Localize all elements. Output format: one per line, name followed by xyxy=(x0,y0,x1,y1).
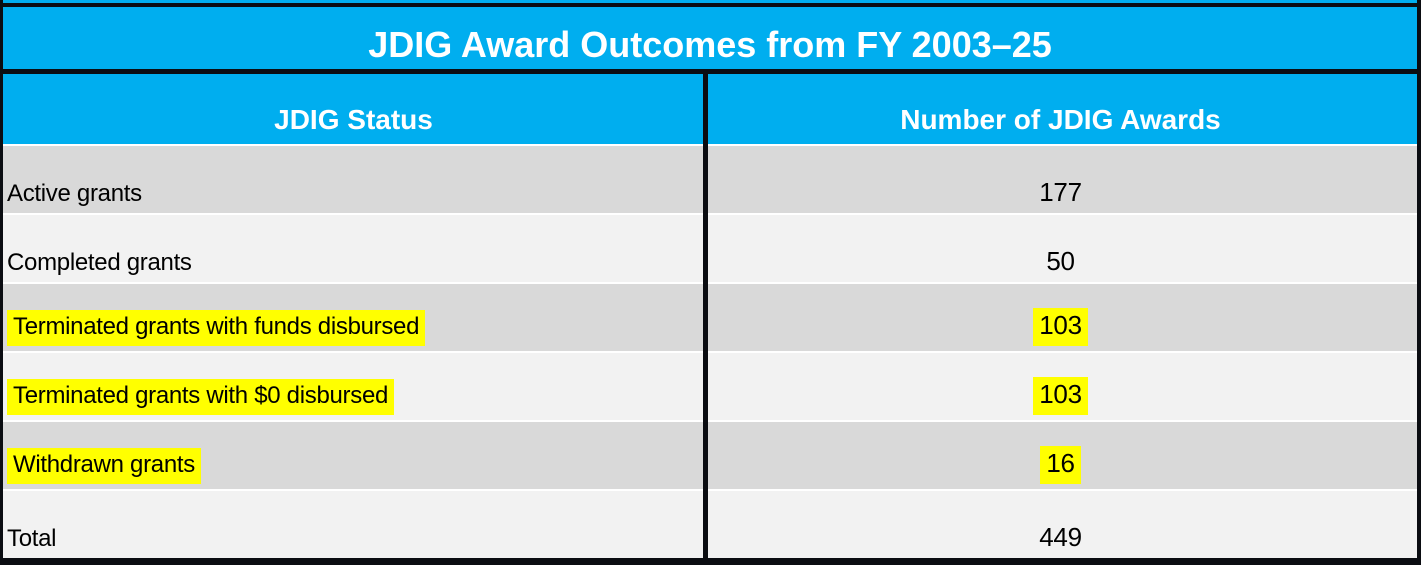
highlighted-status-text: Terminated grants with funds disbursed xyxy=(7,310,426,346)
column-header-count: Number of JDIG Awards xyxy=(704,74,1417,144)
table-title: JDIG Award Outcomes from FY 2003–25 xyxy=(368,24,1052,65)
status-cell: Terminated grants with $0 disbursed xyxy=(3,353,704,420)
count-text: 177 xyxy=(1039,177,1082,208)
top-fill-sliver xyxy=(3,0,1417,3)
table-row-total: Total 449 xyxy=(3,491,1417,558)
count-cell: 449 xyxy=(704,491,1417,558)
table-frame: JDIG Award Outcomes from FY 2003–25 JDIG… xyxy=(0,0,1421,565)
column-divider-line xyxy=(703,74,708,558)
status-cell: Terminated grants with funds disbursed xyxy=(3,284,704,351)
table-row-terminated-zero-disbursed: Terminated grants with $0 disbursed 103 xyxy=(3,353,1417,420)
count-cell: 50 xyxy=(704,215,1417,282)
status-text: Active grants xyxy=(7,180,142,208)
column-header-status-label: JDIG Status xyxy=(274,104,433,135)
column-header-count-label: Number of JDIG Awards xyxy=(900,104,1221,135)
status-cell: Completed grants xyxy=(3,215,704,282)
status-cell: Active grants xyxy=(3,146,704,213)
table-body: Active grants 177 Completed grants 50 Te… xyxy=(3,144,1417,558)
column-header-row: JDIG Status Number of JDIG Awards xyxy=(3,74,1417,144)
count-cell: 177 xyxy=(704,146,1417,213)
highlighted-count-text: 103 xyxy=(1033,377,1088,415)
status-text: Total xyxy=(7,525,57,553)
status-text: Completed grants xyxy=(7,249,192,277)
count-text: 449 xyxy=(1039,522,1082,553)
column-header-status: JDIG Status xyxy=(3,74,704,144)
highlighted-status-text: Withdrawn grants xyxy=(7,448,201,484)
count-cell: 103 xyxy=(704,353,1417,420)
table-row-completed-grants: Completed grants 50 xyxy=(3,215,1417,282)
highlighted-count-text: 16 xyxy=(1040,446,1081,484)
highlighted-count-text: 103 xyxy=(1033,308,1088,346)
table-title-row: JDIG Award Outcomes from FY 2003–25 xyxy=(3,7,1417,69)
status-cell: Withdrawn grants xyxy=(3,422,704,489)
table-row-terminated-funds-disbursed: Terminated grants with funds disbursed 1… xyxy=(3,284,1417,351)
status-cell: Total xyxy=(3,491,704,558)
count-text: 50 xyxy=(1046,246,1075,277)
table-row-withdrawn-grants: Withdrawn grants 16 xyxy=(3,422,1417,489)
count-cell: 103 xyxy=(704,284,1417,351)
table-row-active-grants: Active grants 177 xyxy=(3,146,1417,213)
count-cell: 16 xyxy=(704,422,1417,489)
highlighted-status-text: Terminated grants with $0 disbursed xyxy=(7,379,395,415)
